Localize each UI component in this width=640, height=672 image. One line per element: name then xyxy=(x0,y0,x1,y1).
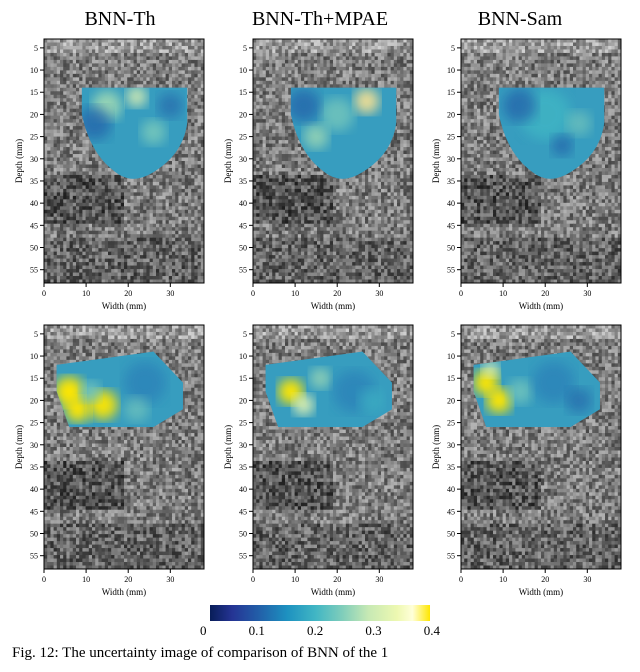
panel: 0102030510152025303540455055Width (mm)De… xyxy=(10,319,210,599)
svg-text:20: 20 xyxy=(124,289,132,298)
col-title-1: BNN-Th xyxy=(20,8,220,31)
col-title-2: BNN-Th+MPAE xyxy=(220,8,420,31)
cbar-tick: 0.3 xyxy=(365,623,381,639)
panel: 0102030510152025303540455055Width (mm)De… xyxy=(427,319,627,599)
colorbar-ticks: 0 0.1 0.2 0.3 0.4 xyxy=(192,623,448,639)
svg-text:40: 40 xyxy=(30,199,38,208)
cbar-tick: 0.1 xyxy=(249,623,265,639)
svg-text:Depth (mm): Depth (mm) xyxy=(14,139,24,183)
svg-text:5: 5 xyxy=(34,44,38,53)
svg-text:10: 10 xyxy=(30,66,38,75)
panel: 0102030510152025303540455055Width (mm)De… xyxy=(427,33,627,313)
svg-text:55: 55 xyxy=(30,266,38,275)
svg-text:0: 0 xyxy=(42,289,46,298)
panel: 0102030510152025303540455055Width (mm)De… xyxy=(219,33,419,313)
figure-caption: Fig. 12: The uncertainty image of compar… xyxy=(0,639,640,662)
svg-text:25: 25 xyxy=(30,133,38,142)
svg-text:45: 45 xyxy=(30,221,38,230)
figure-container: BNN-Th BNN-Th+MPAE BNN-Sam 0 10 20 30 5 10 15 2… xyxy=(0,0,640,662)
colorbar xyxy=(210,605,430,621)
svg-text:Width (mm): Width (mm) xyxy=(102,301,146,311)
column-titles-row: BNN-Th BNN-Th+MPAE BNN-Sam xyxy=(0,8,640,33)
svg-text:30: 30 xyxy=(166,289,174,298)
panel: 0 10 20 30 5 10 15 20 25 30 35 40 45 50 55 Width (mm) De… xyxy=(10,33,210,313)
colorbar-container: 0 0.1 0.2 0.3 0.4 xyxy=(0,605,640,639)
cbar-tick: 0 xyxy=(200,623,207,639)
panel: 0102030510152025303540455055Width (mm)De… xyxy=(219,319,419,599)
svg-text:10: 10 xyxy=(82,289,90,298)
cbar-tick: 0.4 xyxy=(424,623,440,639)
svg-text:50: 50 xyxy=(30,244,38,253)
cbar-tick: 0.2 xyxy=(307,623,323,639)
panel-grid: 0 10 20 30 5 10 15 20 25 30 35 40 45 50 55 Width (mm) De… xyxy=(0,33,640,599)
svg-text:20: 20 xyxy=(30,110,38,119)
svg-text:35: 35 xyxy=(30,177,38,186)
svg-text:15: 15 xyxy=(30,88,38,97)
svg-text:30: 30 xyxy=(30,155,38,164)
col-title-3: BNN-Sam xyxy=(420,8,620,31)
